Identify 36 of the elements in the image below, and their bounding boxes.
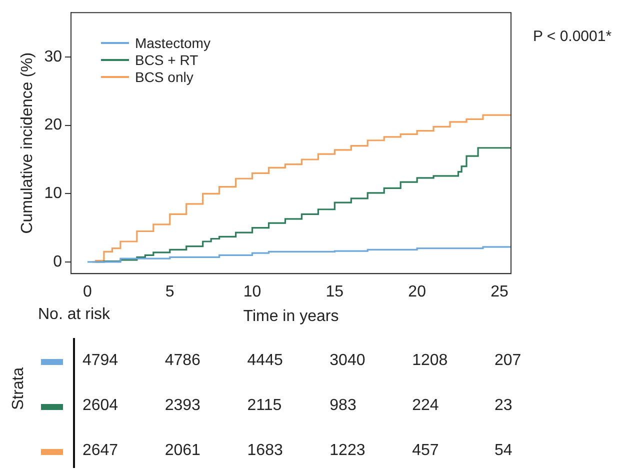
x-tick-label: 5: [165, 284, 174, 301]
legend-label: BCS + RT: [134, 52, 198, 69]
text: 3040: [330, 352, 366, 370]
legend-label: Mastectomy: [134, 34, 210, 52]
text: 54: [494, 442, 512, 460]
text: 207: [494, 352, 522, 370]
y-tick-label: 0: [53, 253, 62, 270]
text: Strata: [10, 367, 28, 410]
x-axis-title: Time in years: [243, 308, 339, 325]
x-tick-label: 10: [243, 284, 262, 301]
y-tick-label: 10: [44, 185, 62, 202]
text: 2115: [247, 397, 282, 415]
text: P < 0.0001*: [533, 28, 612, 45]
text: 1208: [412, 352, 448, 370]
text: 457: [412, 442, 439, 460]
y-tick-label: 20: [44, 116, 62, 134]
text: 4445: [247, 352, 283, 370]
x-tick-label: 15: [326, 284, 344, 301]
x-tick-label: 20: [408, 284, 426, 301]
text: 2604: [82, 397, 118, 415]
text: 2647: [82, 442, 118, 460]
legend-label: BCS only: [134, 68, 194, 86]
text: 23: [494, 397, 512, 415]
x-tick-label: 25: [490, 284, 508, 301]
text: 1683: [247, 442, 283, 460]
text: 983: [330, 397, 356, 415]
text: No. at risk: [38, 306, 110, 324]
y-tick-label: 30: [44, 48, 62, 66]
text: 2061: [164, 442, 200, 460]
text: 1223: [330, 442, 366, 460]
text: 224: [412, 397, 439, 415]
x-tick-label: 0: [83, 284, 92, 301]
text: 4794: [82, 352, 118, 370]
y-axis-title: Cumulative incidence (%): [19, 52, 36, 234]
text: 4786: [164, 352, 200, 370]
text: 2393: [164, 397, 200, 415]
